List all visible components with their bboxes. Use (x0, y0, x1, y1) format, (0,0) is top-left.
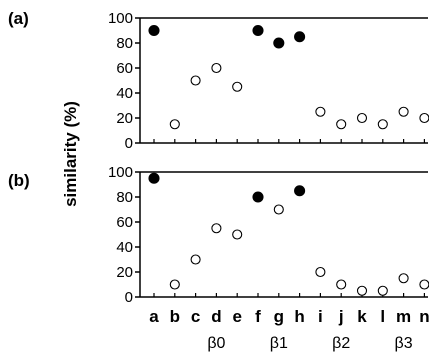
x-tick-label: e (232, 307, 241, 326)
y-axis-label: similarity (%) (61, 101, 80, 207)
panel-b: (b) 0 20 40 60 80 100 (8, 164, 429, 306)
y-tick-label: 0 (125, 135, 133, 152)
data-point-b (169, 279, 180, 290)
y-tick-label: 60 (116, 214, 133, 231)
group-label: β3 (395, 335, 413, 352)
x-tick-label: n (419, 307, 429, 326)
panel-label: (b) (8, 171, 30, 190)
x-tick-label: i (318, 307, 323, 326)
data-point-h (294, 185, 306, 197)
group-label: β0 (207, 335, 225, 352)
data-point-a (148, 172, 160, 184)
x-tick-label: g (274, 307, 284, 326)
y-tick-label: 80 (116, 35, 133, 52)
data-point-g (273, 204, 284, 215)
data-point-a (148, 24, 160, 37)
x-tick-label: b (170, 307, 180, 326)
x-tick-label: l (380, 307, 385, 326)
data-point-d (211, 223, 222, 234)
x-tick-label: c (191, 307, 200, 326)
data-point-n (419, 112, 429, 124)
group-labels: β0 β1 β2 β3 (207, 335, 412, 352)
x-tick-label: f (255, 307, 261, 326)
data-point-g (273, 37, 285, 49)
chart-panels: (a) 0 20 40 60 80 100 (b) 0 20 40 60 80 100 (8, 9, 429, 306)
y-tick-label: 20 (116, 264, 133, 281)
data-point-m (398, 106, 409, 117)
y-tick-label: 100 (108, 10, 133, 27)
y-tick-label: 60 (116, 60, 133, 77)
data-point-m (398, 273, 409, 284)
data-point-l (377, 285, 388, 296)
x-tick-label: k (357, 307, 367, 326)
y-tick-label: 40 (116, 239, 133, 256)
y-tick-label: 80 (116, 189, 133, 206)
data-point-c (190, 254, 201, 265)
data-point-d (211, 62, 222, 74)
x-tick-label: a (149, 307, 159, 326)
data-point-e (232, 81, 243, 92)
data-point-b (169, 119, 180, 130)
group-label: β2 (332, 335, 350, 352)
data-point-l (377, 119, 388, 130)
data-point-f (252, 24, 264, 37)
group-label: β1 (270, 335, 288, 352)
data-point-e (232, 229, 243, 240)
y-tick-label: 100 (108, 164, 133, 181)
data-point-j (336, 119, 347, 130)
data-point-i (315, 266, 326, 278)
data-point-f (252, 191, 264, 203)
data-point-i (315, 106, 326, 117)
y-tick-label: 0 (125, 289, 133, 306)
data-point-k (356, 112, 368, 124)
data-point-c (190, 75, 201, 86)
panel-label: (a) (8, 9, 29, 28)
x-tick-label: d (211, 307, 221, 326)
x-tick-label: j (338, 307, 344, 326)
data-point-k (356, 285, 368, 296)
y-tick-label: 20 (116, 110, 133, 127)
y-tick-label: 40 (116, 85, 133, 102)
x-tick-label: m (396, 307, 411, 326)
data-point-j (336, 279, 347, 290)
data-point-n (419, 279, 429, 290)
x-tick-label: h (294, 307, 304, 326)
data-point-h (294, 31, 306, 43)
